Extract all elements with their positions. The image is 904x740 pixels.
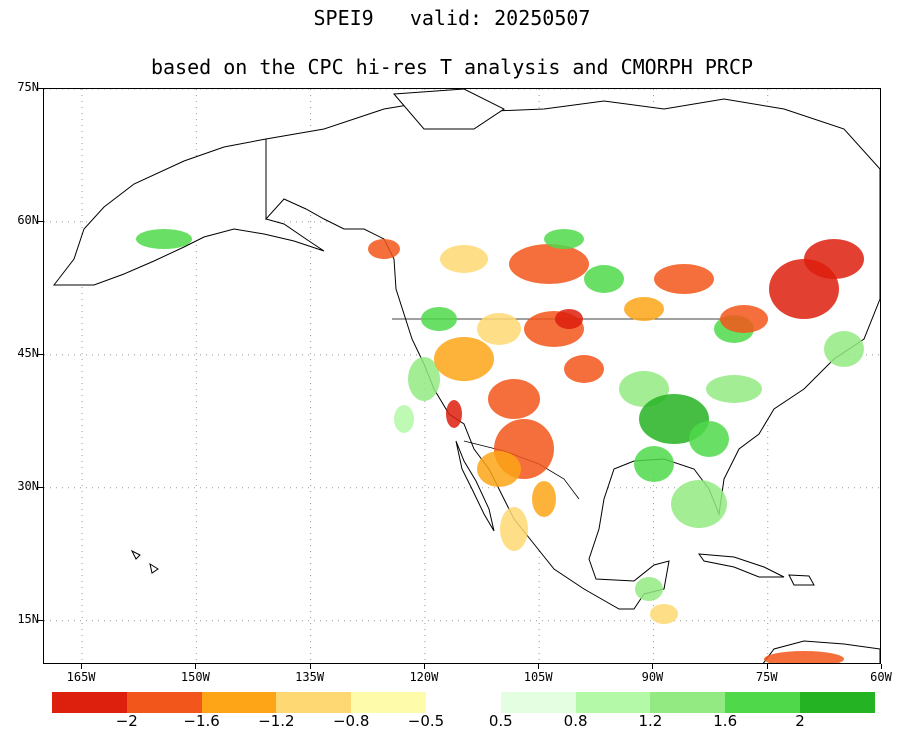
latitude-tick xyxy=(38,353,43,355)
legend-label: −1.2 xyxy=(258,712,295,730)
legend-color-box xyxy=(351,692,426,713)
longitude-tick xyxy=(652,664,654,669)
map-frame xyxy=(43,88,881,664)
latitude-label: 30N xyxy=(17,478,39,493)
longitude-tick xyxy=(309,664,311,669)
longitude-tick xyxy=(881,664,882,669)
spei-region xyxy=(477,313,521,345)
latitude-label: 75N xyxy=(17,80,39,94)
spei-region xyxy=(654,264,714,294)
latitude-tick xyxy=(38,220,43,222)
legend-label: 2 xyxy=(795,712,805,730)
spei-region xyxy=(544,229,584,249)
spei-region xyxy=(509,244,589,284)
longitude-label: 105W xyxy=(523,670,553,684)
spei-region xyxy=(408,357,440,401)
legend-label: −2 xyxy=(115,712,138,730)
spei-anomaly-fields xyxy=(136,229,864,663)
legend-color-box xyxy=(500,692,576,713)
spei-region xyxy=(720,305,768,333)
spei-region xyxy=(434,337,494,381)
spei-region xyxy=(689,421,729,457)
legend-label: −0.5 xyxy=(407,712,445,730)
spei-region xyxy=(136,229,192,249)
longitude-tick xyxy=(423,664,425,669)
spei-region xyxy=(650,604,678,624)
longitude-label: 150W xyxy=(180,670,210,684)
legend-color-box xyxy=(201,692,277,713)
latitude-tick xyxy=(38,619,43,621)
legend-color-box xyxy=(276,692,352,713)
arctic-islands-outline xyxy=(392,89,505,130)
baja-outline xyxy=(455,440,495,532)
legend-color-box xyxy=(575,692,651,713)
spei-region xyxy=(532,481,556,517)
spei-region xyxy=(634,446,674,482)
hispaniola-outline xyxy=(788,574,815,586)
legend-label: 1.2 xyxy=(638,712,663,730)
legend-color-box xyxy=(650,692,726,713)
latitude-tick xyxy=(38,88,43,89)
spei-region xyxy=(500,507,528,551)
latitude-tick xyxy=(38,486,43,488)
latitude-label: 45N xyxy=(17,345,39,360)
spei-region xyxy=(488,379,540,419)
hawaii-outline xyxy=(130,549,159,574)
spei-region xyxy=(564,355,604,383)
legend-color-box xyxy=(426,692,501,713)
spei-region xyxy=(421,307,457,331)
longitude-tick xyxy=(538,664,540,669)
latitude-label: 15N xyxy=(17,611,39,626)
land-outlines xyxy=(52,89,880,663)
spei-region xyxy=(477,451,521,487)
spei-region xyxy=(368,239,400,259)
chart-subtitle: based on the CPC hi-res T analysis and C… xyxy=(150,55,754,79)
spei-region xyxy=(624,297,664,321)
color-legend: −2 −1.6 −1.2 −0.8 −0.5 0.5 0.8 1.2 1.6 2 xyxy=(0,690,904,740)
spei-region xyxy=(706,375,762,403)
legend-label: −1.6 xyxy=(183,712,220,730)
longitude-label: 90W xyxy=(641,670,664,684)
legend-color-box xyxy=(126,692,202,713)
longitude-label: 60W xyxy=(870,670,892,684)
legend-label: 1.6 xyxy=(713,712,738,730)
spei-region xyxy=(635,577,663,601)
latitude-label: 60N xyxy=(17,212,39,227)
legend-label: 0.8 xyxy=(563,712,588,730)
legend-color-box xyxy=(52,692,127,713)
spei-region xyxy=(555,309,583,329)
chart-title: SPEI9 valid: 20250507 xyxy=(313,6,591,30)
spei-map xyxy=(44,89,880,663)
longitude-tick xyxy=(81,664,83,669)
longitude-label: 135W xyxy=(295,670,325,684)
longitude-label: 75W xyxy=(755,670,778,684)
spei-region xyxy=(446,400,462,428)
alaska-outline xyxy=(52,138,325,286)
longitude-tick xyxy=(195,664,197,669)
legend-label: 0.5 xyxy=(488,712,513,730)
spei-region xyxy=(584,265,624,293)
longitude-label: 165W xyxy=(66,670,96,684)
spei-region xyxy=(804,239,864,279)
legend-color-box xyxy=(800,692,875,713)
north-america-outline xyxy=(265,98,880,610)
spei-region xyxy=(764,651,844,663)
longitude-tick xyxy=(766,664,768,669)
spei-region xyxy=(824,331,864,367)
longitude-label: 120W xyxy=(409,670,439,684)
legend-label: −0.8 xyxy=(332,712,370,730)
cuba-outline xyxy=(697,553,785,578)
spei-region xyxy=(671,480,727,528)
legend-color-box xyxy=(725,692,800,713)
spei-region xyxy=(394,405,414,433)
spei-region xyxy=(440,245,488,273)
